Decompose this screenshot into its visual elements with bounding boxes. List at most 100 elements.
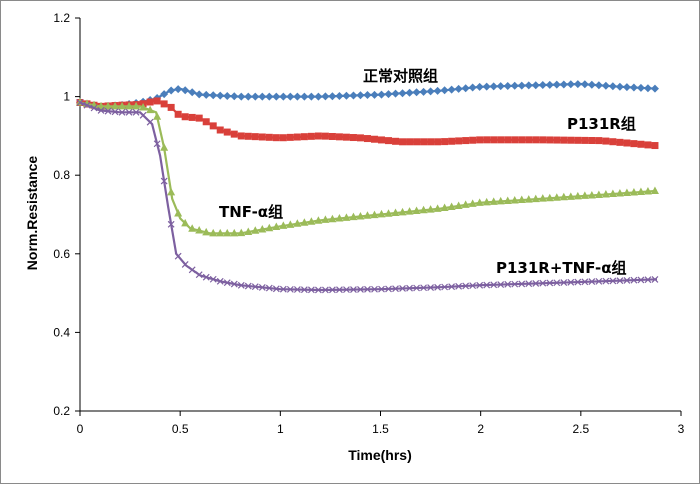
data-point bbox=[286, 285, 294, 293]
data-point bbox=[608, 82, 617, 91]
data-point bbox=[76, 99, 84, 106]
data-point bbox=[440, 203, 449, 212]
data-point bbox=[448, 283, 456, 291]
data-point bbox=[398, 207, 407, 216]
data-point bbox=[406, 284, 413, 292]
data-point bbox=[525, 136, 533, 144]
y-tick-label: 0.8 bbox=[53, 168, 70, 182]
data-point bbox=[286, 92, 295, 101]
data-point bbox=[489, 197, 498, 205]
data-point bbox=[265, 92, 274, 101]
data-point bbox=[518, 136, 526, 144]
data-point bbox=[371, 285, 378, 293]
data-point bbox=[447, 202, 456, 210]
data-point bbox=[615, 82, 624, 91]
data-point bbox=[251, 133, 259, 141]
data-point bbox=[118, 108, 126, 116]
data-point bbox=[580, 191, 589, 199]
data-point bbox=[637, 276, 645, 284]
data-point bbox=[503, 81, 512, 90]
data-point bbox=[580, 80, 589, 89]
data-point bbox=[413, 284, 420, 292]
data-point bbox=[300, 218, 309, 226]
data-point bbox=[335, 133, 343, 141]
data-point bbox=[405, 207, 414, 215]
data-point bbox=[399, 285, 406, 292]
data-point bbox=[447, 85, 456, 94]
data-point bbox=[511, 136, 519, 144]
data-point bbox=[398, 89, 407, 98]
data-point bbox=[139, 111, 147, 119]
data-point bbox=[300, 92, 309, 101]
data-point bbox=[104, 101, 113, 110]
data-point bbox=[342, 91, 351, 100]
data-point bbox=[335, 214, 344, 222]
data-point bbox=[307, 217, 316, 225]
data-point bbox=[644, 276, 652, 284]
data-point bbox=[525, 280, 533, 288]
data-point bbox=[559, 80, 568, 89]
data-point bbox=[601, 189, 610, 198]
data-point bbox=[314, 216, 323, 224]
data-point bbox=[476, 281, 484, 289]
series-label-p131r: P131R组 bbox=[567, 115, 636, 133]
data-point bbox=[567, 278, 575, 286]
data-point bbox=[441, 138, 449, 146]
data-point bbox=[188, 266, 196, 274]
data-point bbox=[426, 205, 435, 213]
data-point bbox=[574, 136, 582, 144]
data-point bbox=[293, 133, 301, 141]
data-point bbox=[202, 227, 211, 236]
data-point bbox=[307, 286, 315, 294]
data-point bbox=[328, 92, 337, 101]
data-point bbox=[538, 81, 547, 90]
data-point bbox=[573, 80, 582, 89]
data-point bbox=[237, 92, 246, 101]
data-point bbox=[265, 133, 273, 141]
data-point bbox=[510, 81, 519, 90]
data-point bbox=[265, 284, 273, 292]
data-point bbox=[272, 222, 281, 230]
data-point bbox=[622, 188, 631, 197]
data-point bbox=[167, 187, 176, 196]
data-point bbox=[258, 224, 267, 233]
y-tick-label: 1 bbox=[63, 90, 70, 104]
data-point bbox=[587, 80, 596, 89]
data-point bbox=[482, 197, 491, 206]
data-point bbox=[427, 284, 435, 291]
data-point bbox=[560, 279, 568, 286]
data-point bbox=[181, 218, 190, 227]
data-point bbox=[349, 134, 357, 142]
data-point bbox=[440, 86, 449, 95]
data-point bbox=[139, 103, 148, 111]
data-point bbox=[272, 285, 280, 293]
data-point bbox=[321, 286, 329, 294]
data-point bbox=[181, 86, 190, 95]
data-point bbox=[174, 209, 183, 217]
data-point bbox=[594, 81, 603, 90]
data-point bbox=[637, 140, 645, 148]
data-point bbox=[97, 101, 106, 110]
data-point bbox=[265, 223, 274, 232]
y-axis-title: Norm.Resistance bbox=[24, 156, 40, 271]
data-point bbox=[433, 86, 442, 95]
data-point bbox=[448, 137, 456, 145]
data-point bbox=[300, 133, 308, 141]
data-point bbox=[462, 137, 470, 145]
data-point bbox=[553, 136, 561, 144]
data-point bbox=[434, 283, 442, 291]
data-point bbox=[160, 90, 169, 99]
data-point bbox=[616, 277, 624, 285]
data-point bbox=[475, 198, 484, 206]
data-point bbox=[209, 91, 218, 100]
axes: 0.2 0.4 0.6 0.8 1 1.2 0 0.5 1 1.5 2 2.5 3 bbox=[53, 11, 684, 436]
data-point bbox=[419, 87, 428, 96]
data-point bbox=[153, 97, 161, 105]
y-tick-label: 0.4 bbox=[53, 325, 70, 339]
data-point bbox=[552, 80, 561, 89]
data-point bbox=[455, 137, 463, 145]
data-point bbox=[146, 98, 154, 106]
data-point bbox=[630, 276, 638, 284]
data-point bbox=[496, 82, 505, 91]
